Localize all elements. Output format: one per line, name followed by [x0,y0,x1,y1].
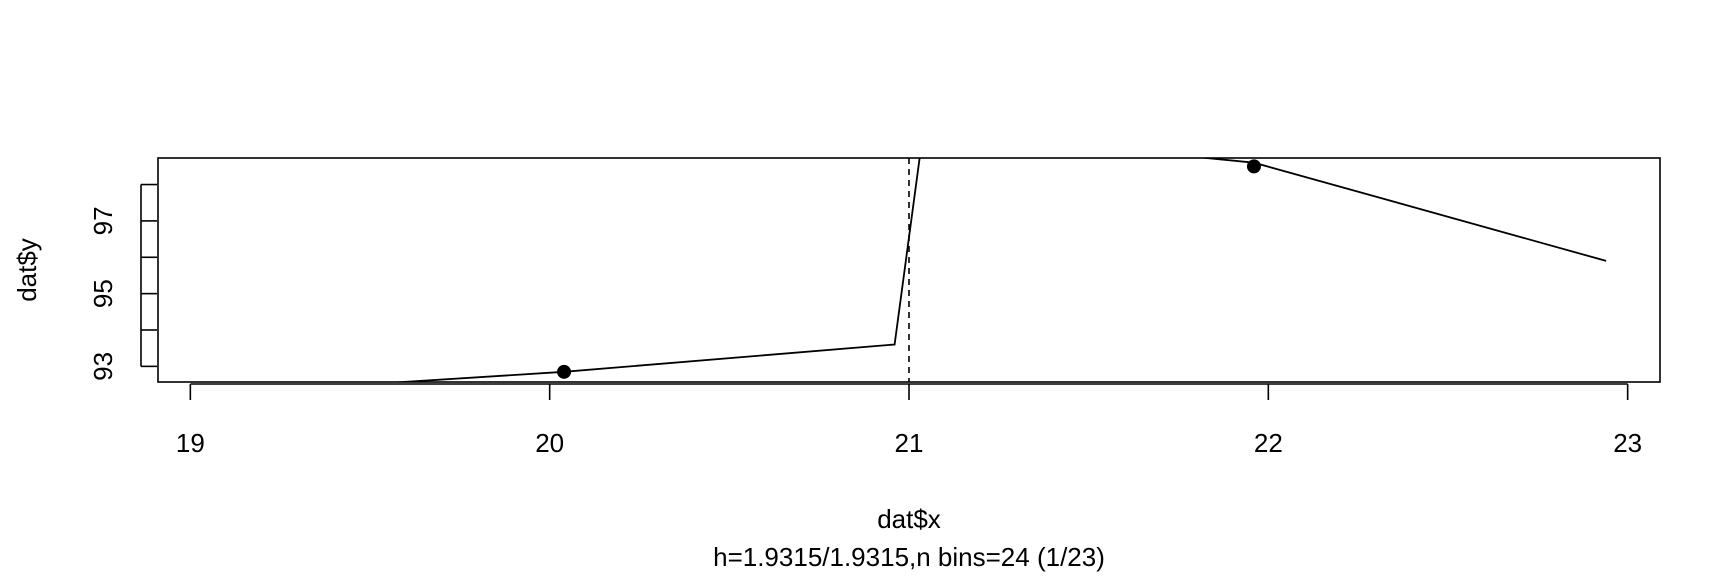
y-axis-title: dat$y [12,238,42,302]
x-tick-label: 23 [1613,428,1642,458]
x-tick-label: 19 [176,428,205,458]
y-tick-label: 93 [88,352,118,381]
y-tick-label: 97 [88,206,118,235]
data-point [557,364,572,379]
series-line [388,158,1607,382]
data-layer [388,158,1607,382]
x-axis: 19 20 21 22 23 [176,383,1642,458]
y-axis: 93 95 97 [88,183,157,381]
x-tick-label: 22 [1254,428,1283,458]
chart-subtitle: h=1.9315/1.9315,n bins=24 (1/23) [713,542,1105,572]
data-point [1246,159,1261,174]
x-tick-label: 21 [895,428,924,458]
x-axis-title: dat$x [877,504,941,534]
x-tick-label: 20 [535,428,564,458]
y-tick-label: 95 [88,279,118,308]
